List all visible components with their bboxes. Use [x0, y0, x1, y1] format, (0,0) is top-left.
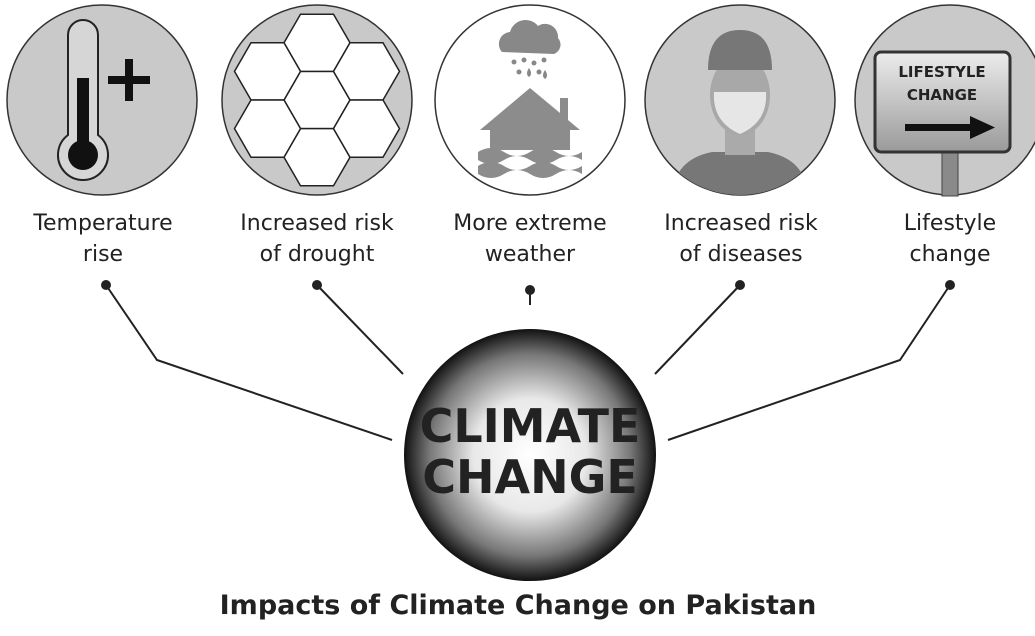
node-label: weather: [485, 242, 576, 267]
icon-lifestyle: LIFESTYLE CHANGE: [855, 5, 1035, 196]
icon-drought: [222, 5, 412, 195]
center-label: CHANGE: [422, 450, 638, 504]
node-label: change: [910, 242, 991, 267]
page: LIFESTYLE CHANGE Temperature rise Increa…: [0, 0, 1035, 636]
title: Impacts of Climate Change on Pakistan: [220, 590, 817, 621]
icon-temperature: [7, 5, 197, 195]
diagram: LIFESTYLE CHANGE Temperature rise Increa…: [0, 0, 1035, 636]
node-label: of drought: [260, 242, 375, 267]
icon-diseases: [645, 5, 835, 200]
node-label: Increased risk: [240, 211, 394, 236]
connector-dots: [101, 280, 955, 295]
node-label: Temperature: [32, 211, 172, 236]
node-label: More extreme: [453, 211, 606, 236]
node-label: Lifestyle: [904, 211, 996, 236]
sign-text: CHANGE: [907, 86, 977, 104]
node-label: of diseases: [679, 242, 802, 267]
icon-weather: [435, 5, 625, 195]
node-label: Increased risk: [664, 211, 818, 236]
center-label: CLIMATE: [420, 399, 641, 453]
node-label: rise: [83, 242, 123, 267]
sign-text: LIFESTYLE: [898, 63, 985, 81]
